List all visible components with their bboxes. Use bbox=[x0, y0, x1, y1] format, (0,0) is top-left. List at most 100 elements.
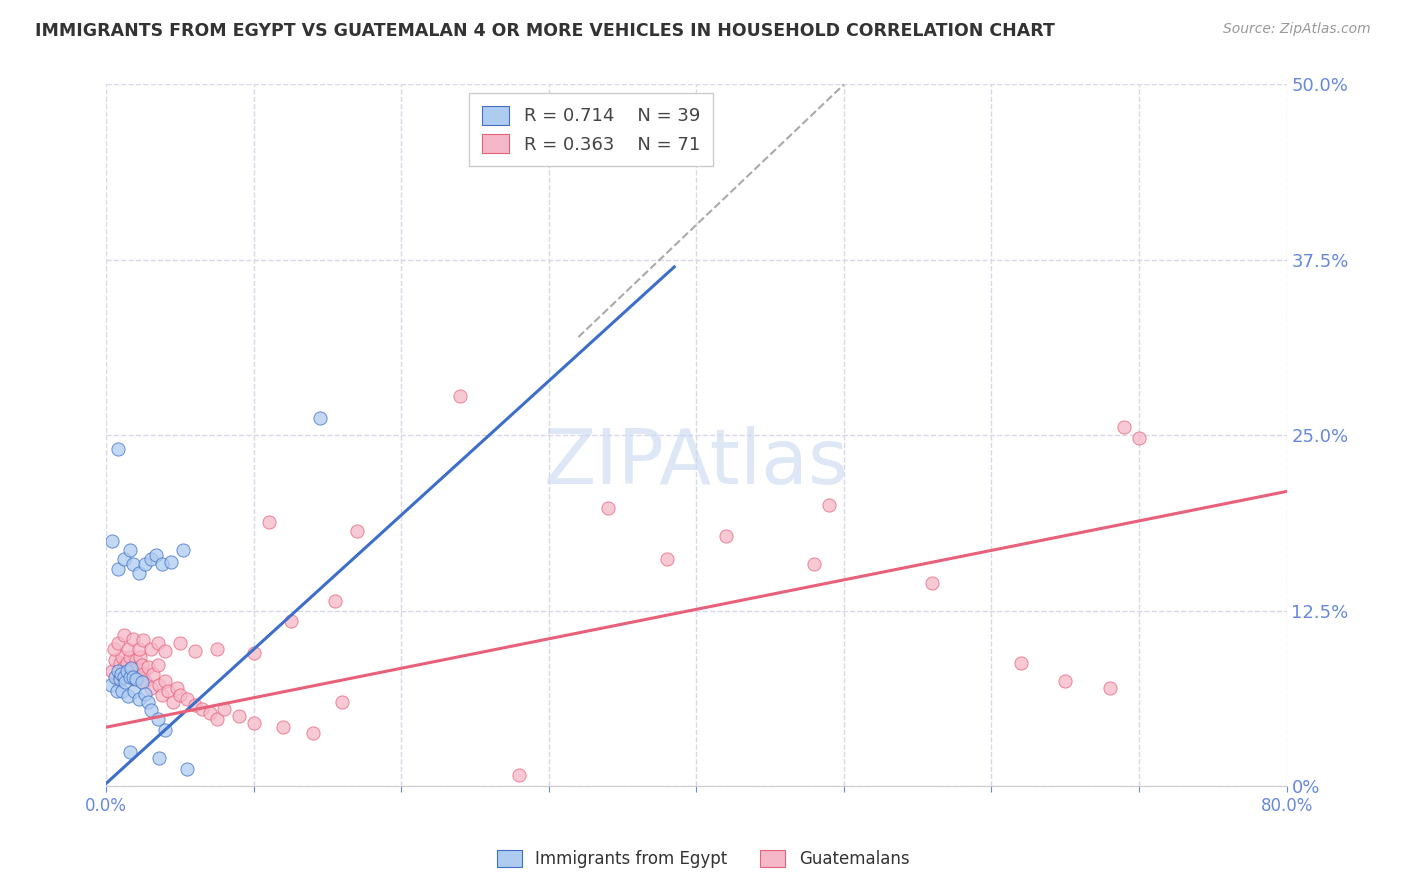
Point bbox=[162, 695, 184, 709]
Point bbox=[655, 551, 678, 566]
Point bbox=[146, 712, 169, 726]
Point bbox=[125, 653, 148, 667]
Point bbox=[146, 658, 169, 673]
Point bbox=[150, 558, 173, 572]
Point bbox=[921, 575, 943, 590]
Point bbox=[125, 673, 148, 687]
Point bbox=[166, 681, 188, 695]
Point bbox=[118, 650, 141, 665]
Point bbox=[146, 636, 169, 650]
Point bbox=[117, 641, 139, 656]
Point bbox=[169, 636, 191, 650]
Point bbox=[132, 666, 155, 681]
Point bbox=[198, 706, 221, 721]
Text: IMMIGRANTS FROM EGYPT VS GUATEMALAN 4 OR MORE VEHICLES IN HOUSEHOLD CORRELATION : IMMIGRANTS FROM EGYPT VS GUATEMALAN 4 OR… bbox=[35, 22, 1054, 40]
Point bbox=[301, 726, 323, 740]
Point bbox=[139, 641, 162, 656]
Point bbox=[1114, 420, 1136, 434]
Point bbox=[191, 702, 214, 716]
Point bbox=[155, 723, 177, 737]
Point bbox=[508, 768, 530, 782]
Point bbox=[205, 641, 228, 656]
Point bbox=[449, 389, 471, 403]
Point bbox=[242, 716, 264, 731]
Point bbox=[145, 548, 167, 562]
Point bbox=[107, 664, 129, 678]
Point bbox=[128, 566, 150, 580]
Point bbox=[160, 555, 183, 569]
Point bbox=[131, 658, 153, 673]
Point bbox=[323, 594, 346, 608]
Point bbox=[184, 644, 207, 658]
Point bbox=[112, 551, 135, 566]
Point bbox=[596, 501, 619, 516]
Point bbox=[121, 558, 143, 572]
Point bbox=[148, 678, 170, 692]
Point bbox=[101, 533, 124, 548]
Point bbox=[172, 543, 194, 558]
Point bbox=[122, 683, 145, 698]
Point bbox=[142, 666, 165, 681]
Point bbox=[107, 673, 129, 688]
Point bbox=[346, 524, 368, 538]
Legend: R = 0.714    N = 39, R = 0.363    N = 71: R = 0.714 N = 39, R = 0.363 N = 71 bbox=[470, 94, 713, 167]
Point bbox=[257, 516, 280, 530]
Point bbox=[128, 692, 150, 706]
Point bbox=[148, 751, 170, 765]
Point bbox=[128, 670, 150, 684]
Point bbox=[818, 499, 841, 513]
Point bbox=[112, 660, 135, 674]
Point bbox=[205, 712, 228, 726]
Point bbox=[111, 683, 134, 698]
Point bbox=[118, 746, 141, 760]
Point bbox=[214, 702, 236, 716]
Point bbox=[169, 688, 191, 702]
Point bbox=[1010, 656, 1032, 670]
Point bbox=[184, 698, 207, 712]
Point bbox=[121, 660, 143, 674]
Point bbox=[118, 670, 141, 684]
Point bbox=[108, 656, 131, 670]
Point bbox=[103, 641, 125, 656]
Point bbox=[132, 633, 155, 648]
Point bbox=[228, 709, 250, 723]
Point bbox=[104, 670, 127, 684]
Point bbox=[139, 681, 162, 695]
Point bbox=[157, 683, 180, 698]
Point bbox=[309, 411, 332, 425]
Point bbox=[107, 442, 129, 457]
Point bbox=[134, 686, 156, 700]
Point bbox=[155, 644, 177, 658]
Point bbox=[1128, 431, 1150, 445]
Point bbox=[139, 551, 162, 566]
Point bbox=[134, 673, 156, 688]
Point bbox=[176, 762, 198, 776]
Point bbox=[121, 632, 143, 646]
Text: Source: ZipAtlas.com: Source: ZipAtlas.com bbox=[1223, 22, 1371, 37]
Point bbox=[1054, 673, 1077, 688]
Point bbox=[120, 661, 142, 675]
Point bbox=[280, 614, 302, 628]
Point bbox=[105, 683, 128, 698]
Point bbox=[122, 673, 145, 687]
Point bbox=[131, 675, 153, 690]
Point bbox=[100, 678, 122, 692]
Point bbox=[117, 690, 139, 704]
Point bbox=[115, 656, 138, 670]
Point bbox=[121, 670, 143, 684]
Point bbox=[1098, 681, 1121, 695]
Point bbox=[129, 650, 152, 665]
Point bbox=[271, 720, 294, 734]
Point bbox=[118, 543, 141, 558]
Point bbox=[110, 666, 132, 681]
Point bbox=[803, 558, 825, 572]
Point bbox=[330, 695, 353, 709]
Point bbox=[127, 661, 149, 675]
Point bbox=[242, 646, 264, 660]
Point bbox=[714, 529, 737, 543]
Point bbox=[128, 641, 150, 656]
Legend: Immigrants from Egypt, Guatemalans: Immigrants from Egypt, Guatemalans bbox=[489, 843, 917, 875]
Point bbox=[112, 627, 135, 641]
Point bbox=[150, 688, 173, 702]
Point bbox=[136, 695, 159, 709]
